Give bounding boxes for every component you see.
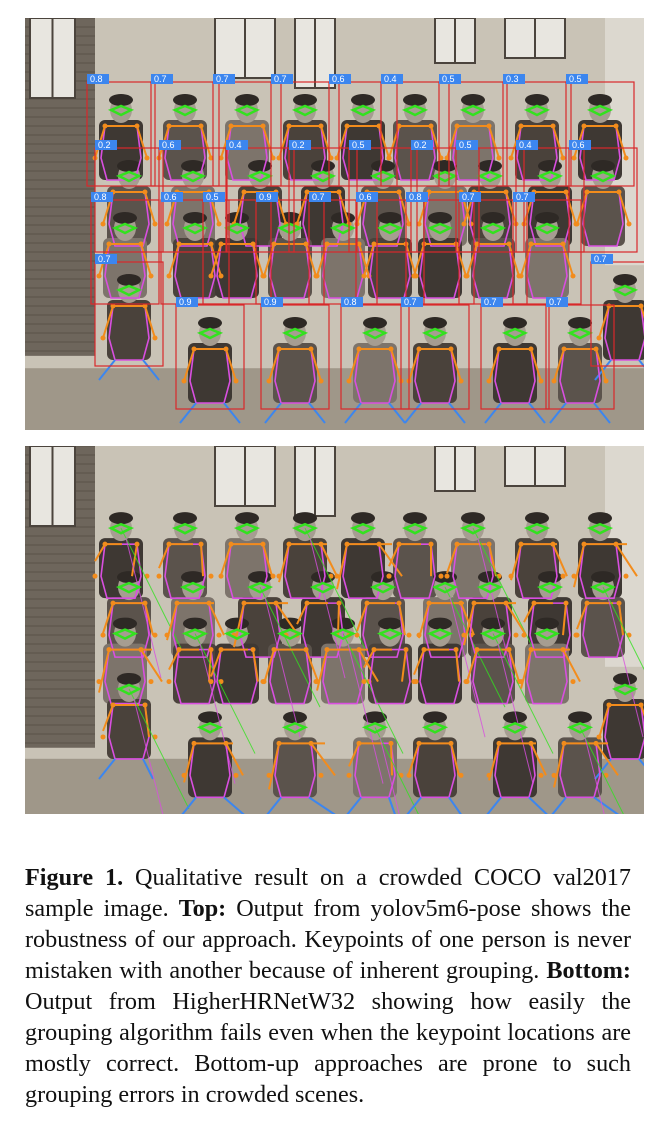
caption-top-text: Output from yolov5m6-pose shows the robu… [25, 895, 631, 985]
detection-box: 0.6 [355, 192, 425, 305]
detection-box: 0.7 [400, 297, 470, 410]
caption-intro: Qualitative result on a crowded COCO val… [25, 864, 631, 923]
box-score-label: 0.3 [506, 74, 519, 84]
detection-box: 0.3 [502, 74, 572, 187]
higherhrnet-output-photo [25, 446, 644, 814]
box-score-label: 0.6 [332, 74, 345, 84]
box-score-label: 0.2 [98, 140, 111, 150]
box-score-label: 0.7 [549, 297, 562, 307]
figure-label: Figure 1. [25, 864, 124, 892]
detection-box: 0.7 [270, 74, 340, 187]
box-score-label: 0.5 [206, 192, 219, 202]
detection-box: 0.5 [202, 192, 272, 305]
box-score-label: 0.2 [292, 140, 305, 150]
caption-top-label: Top: [178, 895, 227, 923]
box-score-label: 0.8 [344, 297, 357, 307]
box-score-label: 0.9 [179, 297, 192, 307]
caption-bottom-label: Bottom: [546, 957, 631, 985]
box-score-label: 0.8 [90, 74, 103, 84]
detection-box: 0.7 [94, 254, 164, 367]
box-score-label: 0.8 [409, 192, 422, 202]
detection-box: 0.8 [340, 297, 410, 410]
top-result-image: 0.8 0.7 0.7 0.7 0.6 0.4 0.5 0.3 0.5 0.2 0.6 0.4 0.2 0… [25, 18, 644, 430]
box-score-label: 0.7 [516, 192, 529, 202]
box-score-label: 0.7 [216, 74, 229, 84]
detection-box: 0.8 [405, 192, 475, 305]
box-score-label: 0.7 [154, 74, 167, 84]
detection-box: 0.4 [380, 74, 450, 187]
detection-box: 0.7 [545, 297, 615, 410]
detection-box: 0.9 [255, 192, 325, 305]
yolo-pose-output-photo: 0.8 0.7 0.7 0.7 0.6 0.4 0.5 0.3 0.5 0.2 0.6 0.4 0.2 0… [25, 18, 644, 430]
box-score-label: 0.7 [274, 74, 287, 84]
box-score-label: 0.5 [442, 74, 455, 84]
caption-bottom-text: Output from HigherHRNetW32 showing how e… [25, 988, 631, 1109]
detection-box: 0.7 [590, 254, 644, 367]
figure-caption: Figure 1. Qualitative result on a crowde… [25, 862, 631, 1110]
box-score-label: 0.9 [264, 297, 277, 307]
box-score-label: 0.6 [572, 140, 585, 150]
detection-box: 0.5 [438, 74, 508, 187]
box-score-label: 0.7 [462, 192, 475, 202]
box-score-label: 0.8 [94, 192, 107, 202]
detection-box: 0.8 [86, 74, 156, 187]
detection-box: 0.9 [175, 297, 245, 410]
bottom-result-image [25, 446, 644, 814]
box-score-label: 0.4 [384, 74, 397, 84]
box-score-label: 0.5 [352, 140, 365, 150]
box-score-label: 0.6 [162, 140, 175, 150]
detection-box: 0.7 [212, 74, 282, 187]
detection-box: 0.7 [150, 74, 220, 187]
box-score-label: 0.2 [414, 140, 427, 150]
box-score-label: 0.7 [98, 254, 111, 264]
box-score-label: 0.7 [484, 297, 497, 307]
detection-box: 0.8 [90, 192, 160, 305]
box-score-label: 0.5 [459, 140, 472, 150]
box-score-label: 0.9 [259, 192, 272, 202]
box-score-label: 0.4 [519, 140, 532, 150]
box-score-label: 0.7 [312, 192, 325, 202]
detection-box: 0.6 [328, 74, 398, 187]
box-score-label: 0.4 [229, 140, 242, 150]
detection-box: 0.9 [260, 297, 330, 410]
box-score-label: 0.5 [569, 74, 582, 84]
box-score-label: 0.6 [359, 192, 372, 202]
box-score-label: 0.7 [594, 254, 607, 264]
box-score-label: 0.6 [164, 192, 177, 202]
detection-box: 0.7 [480, 297, 550, 410]
detection-box: 0.5 [565, 74, 635, 187]
box-score-label: 0.7 [404, 297, 417, 307]
